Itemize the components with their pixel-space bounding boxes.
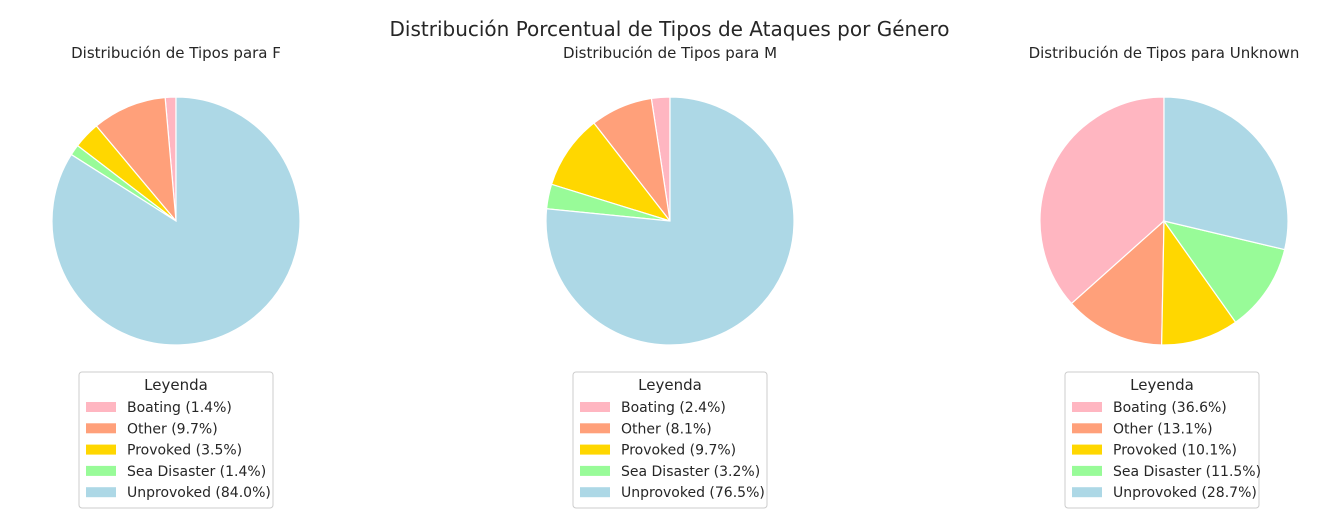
legend-swatch xyxy=(580,402,610,412)
legend-swatch xyxy=(1072,402,1102,412)
pie-title: Distribución de Tipos para F xyxy=(71,44,281,62)
legend-box xyxy=(572,371,768,509)
legend-box xyxy=(78,371,274,509)
legend-entry: Provoked (9.7%) xyxy=(621,443,736,459)
legend-swatch xyxy=(1072,465,1102,476)
legend-swatch xyxy=(86,423,116,434)
legend-swatch xyxy=(1072,487,1102,498)
legend-entry: Unprovoked (76.5%) xyxy=(621,485,765,501)
legend-entry: Sea Disaster (1.4%) xyxy=(127,464,266,480)
legend: Leyenda Boating (2.4%) Other (8.1%) Provoke… xyxy=(572,371,768,509)
legend-swatch xyxy=(1072,423,1102,434)
pie-slice-other xyxy=(95,96,177,223)
legend-entry: Other (9.7%) xyxy=(127,421,218,437)
legend-entry: Boating (2.4%) xyxy=(621,400,726,416)
legend-swatch xyxy=(86,487,116,498)
legend: Leyenda Boating (36.6%) Other (13.1%) Provo… xyxy=(1064,371,1261,509)
legend-entry: Sea Disaster (11.5%) xyxy=(1113,464,1261,480)
legend-swatch xyxy=(580,465,610,476)
pie-slice-sea-disaster xyxy=(1162,220,1286,324)
pie-slice-provoked xyxy=(550,122,672,223)
pie-slice-unprovoked xyxy=(51,96,301,346)
pie-slice-other xyxy=(1070,219,1165,346)
pie-panel: Distribución de Tipos para F Leyenda Boati… xyxy=(51,44,301,509)
figure-title: Distribución Porcentual de Tipos de Ataq… xyxy=(390,17,950,41)
pie-panel: Distribución de Tipos para Unknown Leyend… xyxy=(1029,44,1300,509)
legend-swatch xyxy=(580,423,610,434)
legend-entry: Other (13.1%) xyxy=(1113,421,1213,437)
pie-title: Distribución de Tipos para M xyxy=(563,44,777,62)
legend: Leyenda Boating (1.4%) Other (9.7%) Provoke… xyxy=(78,371,274,509)
legend-entry: Other (8.1%) xyxy=(621,421,712,437)
pie-panel: Distribución de Tipos para M Leyenda Boati… xyxy=(545,44,795,509)
legend-swatch xyxy=(86,402,116,412)
pie-slice-provoked xyxy=(1161,219,1237,346)
legend-swatch xyxy=(1072,444,1102,455)
legend-swatch xyxy=(86,444,116,455)
legend-swatch xyxy=(580,487,610,498)
legend-entry: Boating (36.6%) xyxy=(1113,400,1227,416)
legend-entry: Provoked (10.1%) xyxy=(1113,443,1237,459)
legend-entry: Unprovoked (28.7%) xyxy=(1113,485,1257,501)
legend-entry: Boating (1.4%) xyxy=(127,400,232,416)
pie-title: Distribución de Tipos para Unknown xyxy=(1029,44,1300,62)
legend-title: Leyenda xyxy=(1130,376,1194,394)
pie-slice-unprovoked xyxy=(1163,96,1289,251)
pie-slice-unprovoked xyxy=(545,96,795,346)
legend-entry: Sea Disaster (3.2%) xyxy=(621,464,760,480)
legend-box xyxy=(1064,371,1260,509)
pie-slice-boating xyxy=(1039,96,1165,305)
legend-swatch xyxy=(580,444,610,455)
legend-title: Leyenda xyxy=(144,376,208,394)
legend-entry: Unprovoked (84.0%) xyxy=(127,485,271,501)
legend-title: Leyenda xyxy=(638,376,702,394)
legend-entry: Provoked (3.5%) xyxy=(127,443,242,459)
legend-swatch xyxy=(86,465,116,476)
